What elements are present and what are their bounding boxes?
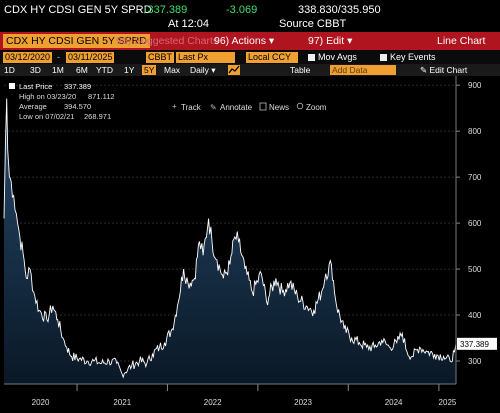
mov-avgs-toggle[interactable]: Mov Avgs bbox=[308, 52, 357, 63]
start-date-input[interactable]: 03/12/2020 bbox=[3, 52, 53, 63]
checkbox-icon bbox=[308, 54, 315, 61]
news-label: News bbox=[269, 103, 289, 112]
price-line bbox=[3, 98, 457, 379]
table-button[interactable]: Table bbox=[290, 65, 311, 75]
edit-chart-button[interactable]: ✎ Edit Chart bbox=[420, 65, 468, 75]
field-input[interactable]: Last Px bbox=[176, 52, 235, 63]
bid-ask: 338.830/335.950 bbox=[298, 4, 381, 16]
legend-value-low: 268.971 bbox=[84, 112, 111, 121]
period-3d[interactable]: 3D bbox=[30, 65, 41, 75]
y-tick-label: 600 bbox=[468, 219, 482, 228]
track-label: Track bbox=[181, 103, 202, 112]
line-chart-icon[interactable] bbox=[228, 65, 240, 75]
track-icon: + bbox=[172, 102, 177, 111]
security-input[interactable]: CDX HY CDSI GEN 5Y SPRD bbox=[3, 34, 150, 48]
x-tick-label: 2022 bbox=[204, 398, 222, 407]
zoom-tool[interactable]: Zoom bbox=[296, 102, 327, 112]
frequency-dropdown[interactable]: Daily ▾ bbox=[190, 65, 216, 75]
period-1m[interactable]: 1M bbox=[52, 65, 64, 75]
key-events-toggle[interactable]: Key Events bbox=[380, 52, 436, 63]
x-tick-label: 2020 bbox=[32, 398, 50, 407]
key-events-label: Key Events bbox=[390, 52, 436, 62]
price-chart[interactable]: 300 400 500 600 700 800 900 2020 2021 2022 2023 20… bbox=[0, 76, 500, 411]
legend-label-high: High on 03/23/20 bbox=[19, 92, 76, 101]
x-tick-label: 2023 bbox=[294, 398, 312, 407]
legend-value-high: 871.112 bbox=[88, 92, 115, 101]
annotate-label: Annotate bbox=[220, 103, 253, 112]
quote-time: At 12:04 bbox=[168, 18, 209, 30]
period-1d[interactable]: 1D bbox=[4, 65, 15, 75]
command-toolbar: CDX HY CDSI GEN 5Y SPRD 96) Suggested Ch… bbox=[0, 32, 500, 50]
period-6m[interactable]: 6M bbox=[76, 65, 88, 75]
price-area-fill bbox=[4, 98, 456, 384]
zoom-icon bbox=[296, 102, 304, 110]
x-tick-label: 2024 bbox=[385, 398, 403, 407]
period-5y[interactable]: 5Y bbox=[142, 65, 157, 75]
quote-source: Source CBBT bbox=[279, 18, 347, 30]
news-tool[interactable]: News bbox=[259, 102, 289, 112]
quote-header: CDX HY CDSI GEN 5Y SPRD ↓337.389 -3.069 … bbox=[0, 0, 500, 32]
news-icon bbox=[259, 102, 267, 111]
period-1y[interactable]: 1Y bbox=[124, 65, 135, 75]
chart-area[interactable]: 300 400 500 600 700 800 900 2020 2021 2022 2023 20… bbox=[0, 76, 500, 411]
zoom-label: Zoom bbox=[306, 103, 327, 112]
date-separator: - bbox=[57, 52, 60, 62]
annotate-icon: ✎ bbox=[210, 103, 217, 112]
suggested-charts-button[interactable]: 96) Suggested Charts bbox=[116, 35, 219, 47]
x-tick-label: 2021 bbox=[113, 398, 131, 407]
y-tick-label: 800 bbox=[468, 127, 482, 136]
add-data-input[interactable]: Add Data bbox=[330, 65, 396, 75]
chart-tools: + Track ✎ Annotate News Zoom bbox=[172, 102, 327, 112]
y-tick-label: 700 bbox=[468, 173, 482, 182]
end-date-input[interactable]: 03/11/2025 bbox=[66, 52, 115, 63]
legend-value-average: 394.570 bbox=[64, 102, 91, 111]
price-change: -3.069 bbox=[226, 4, 258, 16]
period-max[interactable]: Max bbox=[164, 65, 181, 75]
ticker-label: CDX HY CDSI GEN 5Y SPRD bbox=[4, 4, 152, 16]
y-tick-label: 300 bbox=[468, 357, 482, 366]
legend-value-last: 337.389 bbox=[64, 82, 91, 91]
last-price-tag-label: 337.389 bbox=[460, 340, 489, 349]
legend-label-last: Last Price bbox=[19, 82, 52, 91]
last-price-tag bbox=[457, 337, 497, 350]
annotate-tool[interactable]: ✎ Annotate bbox=[210, 103, 253, 112]
checkbox-icon bbox=[380, 54, 387, 61]
actions-menu[interactable]: 96) Actions ▾ bbox=[214, 35, 275, 47]
pricing-source-input[interactable]: CBBT bbox=[146, 52, 175, 63]
last-price: ↓337.389 bbox=[142, 4, 188, 16]
date-range-bar: 03/12/2020 - 03/11/2025 CBBT Last Px Loc… bbox=[0, 51, 500, 64]
legend-label-average: Average bbox=[19, 102, 47, 111]
x-tick-label: 2025 bbox=[439, 398, 457, 407]
y-tick-label: 400 bbox=[468, 311, 482, 320]
legend: Last Price 337.389 High on 03/23/20 871.… bbox=[9, 82, 115, 121]
track-tool[interactable]: + Track bbox=[172, 102, 202, 112]
legend-swatch bbox=[9, 83, 15, 89]
edit-menu[interactable]: 97) Edit ▾ bbox=[308, 35, 353, 47]
period-bar: 1D 3D 1M 6M YTD 1Y 5Y Max Daily ▾ Table … bbox=[0, 64, 500, 76]
chart-title: Line Chart bbox=[437, 35, 486, 47]
mov-avgs-label: Mov Avgs bbox=[318, 52, 357, 62]
y-tick-label: 500 bbox=[468, 265, 482, 274]
legend-label-low: Low on 07/02/21 bbox=[19, 112, 74, 121]
currency-input[interactable]: Local CCY bbox=[246, 52, 298, 63]
y-tick-label: 900 bbox=[468, 81, 482, 90]
period-ytd[interactable]: YTD bbox=[96, 65, 113, 75]
